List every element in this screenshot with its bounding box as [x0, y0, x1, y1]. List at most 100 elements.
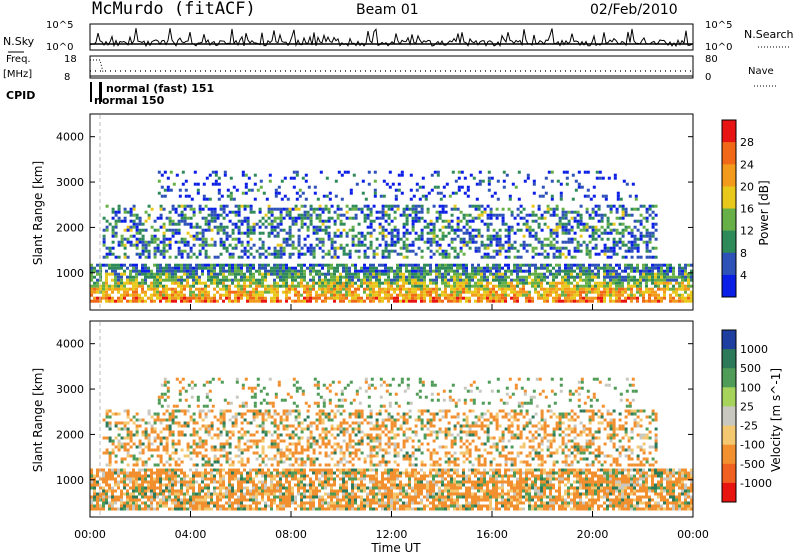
data-cell: [180, 249, 184, 253]
data-cell: [621, 281, 624, 285]
data-cell: [588, 252, 592, 256]
data-cell: [174, 489, 177, 493]
data-cell: [204, 486, 207, 490]
data-cell: [105, 281, 108, 285]
data-cell: [663, 278, 666, 282]
data-cell: [105, 477, 108, 481]
data-cell: [486, 299, 489, 303]
data-cell: [135, 252, 139, 256]
data-cell: [429, 222, 433, 226]
data-cell: [351, 507, 354, 511]
data-cell: [513, 255, 517, 259]
data-cell: [252, 228, 256, 232]
data-cell: [237, 296, 240, 300]
data-cell: [336, 281, 339, 285]
data-cell: [144, 219, 148, 223]
data-cell: [396, 231, 400, 235]
data-cell: [279, 278, 282, 282]
data-cell: [522, 275, 525, 279]
data-cell: [174, 269, 177, 273]
data-cell: [417, 281, 420, 285]
data-cell: [561, 210, 565, 214]
data-cell: [496, 197, 500, 201]
data-cell: [654, 228, 658, 232]
data-cell: [675, 275, 678, 279]
data-cell: [234, 284, 237, 288]
data-cell: [252, 492, 255, 496]
data-cell: [579, 275, 582, 279]
data-cell: [537, 296, 540, 300]
data-cell: [615, 231, 619, 235]
data-cell: [630, 231, 634, 235]
data-cell: [648, 278, 651, 282]
data-cell: [213, 216, 217, 220]
data-cell: [192, 213, 196, 217]
data-cell: [543, 210, 547, 214]
data-cell: [516, 275, 519, 279]
data-cell: [225, 501, 228, 505]
data-cell: [432, 252, 436, 256]
data-cell: [636, 263, 639, 267]
data-cell: [507, 249, 511, 253]
data-cell: [372, 498, 375, 502]
data-cell: [591, 207, 595, 211]
data-cell: [525, 296, 528, 300]
data-cell: [381, 225, 385, 229]
data-cell: [603, 266, 606, 270]
data-cell: [102, 480, 105, 484]
data-cell: [282, 504, 285, 508]
data-cell: [300, 252, 304, 256]
data-cell: [171, 299, 174, 303]
data-cell: [597, 263, 600, 267]
data-cell: [327, 249, 331, 253]
data-cell: [604, 197, 608, 201]
data-cell: [108, 483, 111, 487]
data-cell: [228, 219, 232, 223]
data-cell: [141, 263, 144, 267]
data-cell: [369, 489, 372, 493]
data-cell: [333, 269, 336, 273]
data-cell: [201, 495, 204, 499]
data-cell: [108, 287, 111, 291]
data-cell: [126, 474, 129, 478]
data-cell: [183, 501, 186, 505]
data-cell: [201, 486, 204, 490]
data-cell: [441, 234, 445, 238]
data-cell: [639, 281, 642, 285]
data-cell: [558, 266, 561, 270]
data-cell: [504, 255, 508, 259]
data-cell: [147, 483, 150, 487]
data-cell: [474, 281, 477, 285]
data-cell: [123, 507, 126, 511]
data-cell: [291, 471, 294, 475]
data-cell: [312, 252, 316, 256]
data-cell: [180, 219, 184, 223]
data-cell: [345, 492, 348, 496]
data-cell: [231, 489, 234, 493]
data-cell: [198, 207, 202, 211]
data-cell: [399, 290, 402, 294]
data-cell: [552, 299, 555, 303]
data-cell: [600, 299, 603, 303]
data-cell: [441, 278, 444, 282]
data-cell: [162, 477, 165, 481]
data-cell: [210, 266, 213, 270]
data-cell: [372, 501, 375, 505]
data-cell: [111, 210, 115, 214]
data-cell: [363, 299, 366, 303]
data-cell: [415, 188, 419, 192]
data-cell: [471, 272, 474, 276]
data-cell: [183, 474, 186, 478]
data-cell: [585, 252, 589, 256]
data-cell: [261, 474, 264, 478]
data-cell: [219, 296, 222, 300]
data-cell: [315, 263, 318, 267]
data-cell: [333, 477, 336, 481]
data-cell: [378, 210, 382, 214]
data-cell: [663, 290, 666, 294]
data-cell: [453, 275, 456, 279]
data-cell: [309, 263, 312, 267]
data-cell: [585, 266, 588, 270]
data-cell: [348, 284, 351, 288]
data-cell: [291, 489, 294, 493]
